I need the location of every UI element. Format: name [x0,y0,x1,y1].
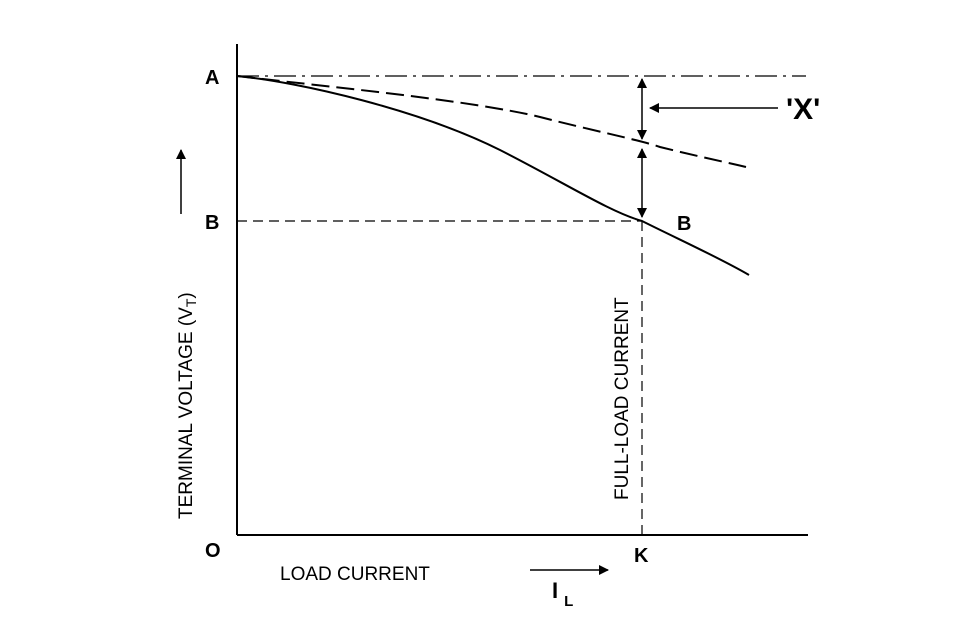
y-axis-title: TERMINAL VOLTAGE (VT) [176,292,199,519]
load-characteristic-curve [236,75,750,276]
y-axis-title-subscript: T [183,298,199,307]
full-load-current-text: FULL-LOAD CURRENT [612,297,633,500]
callout-label: 'X' [786,93,820,126]
current-symbol-letter: I [552,578,558,603]
x-axis-title: LOAD CURRENT [280,564,430,585]
point-a-label: A [205,67,219,89]
point-k-label: K [634,545,649,567]
svg-text:TERMINAL VOLTAGE (VT): TERMINAL VOLTAGE (VT) [176,292,199,519]
origin-label: O [205,540,221,562]
full-load-current-label: FULL-LOAD CURRENT [612,297,633,500]
y-axis-title-close: ) [176,292,197,298]
point-b-curve-label: B [677,213,691,235]
dashed-characteristic-curve [236,75,747,168]
point-b-axis-label: B [205,212,219,234]
current-symbol-subscript: L [564,593,573,610]
y-axis-title-text: TERMINAL VOLTAGE (V [176,307,197,519]
